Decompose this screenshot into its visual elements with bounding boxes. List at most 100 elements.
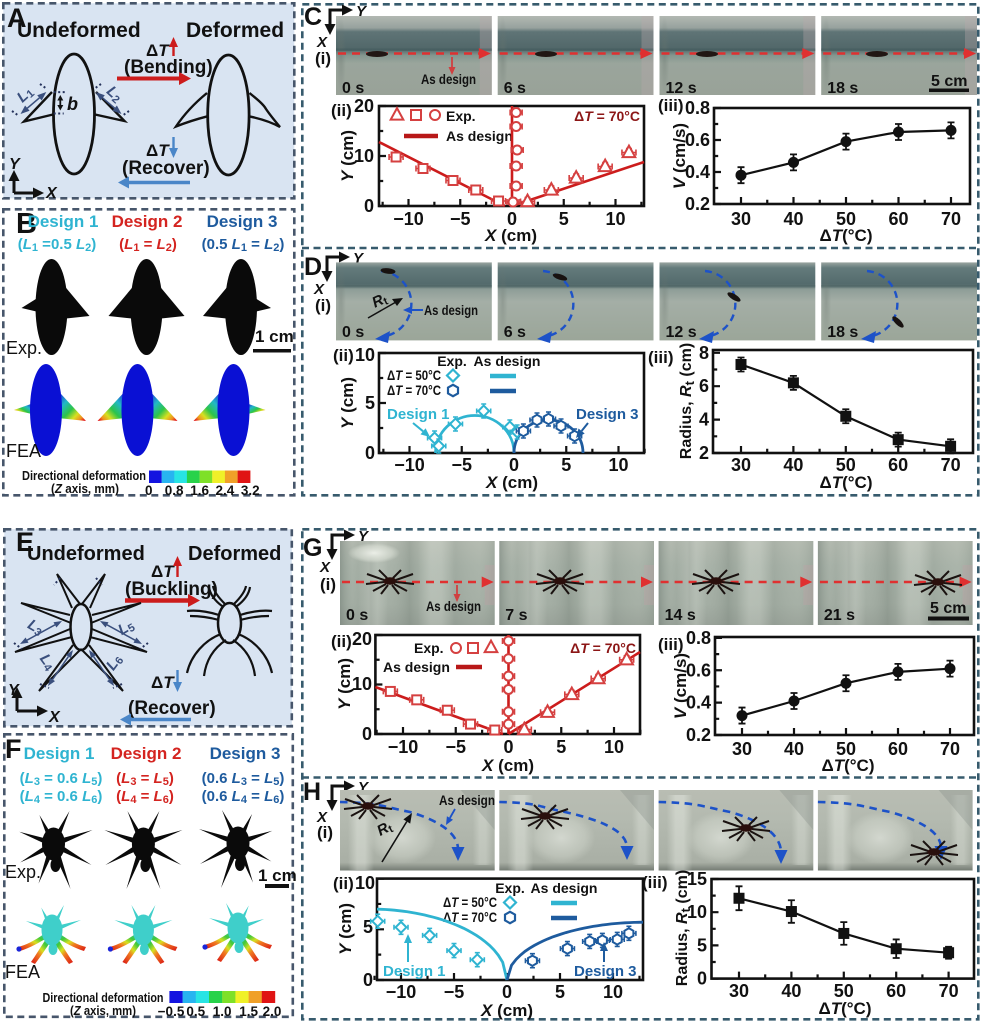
svg-text:Exp.: Exp.: [495, 880, 525, 896]
svg-text:Y: Y: [9, 156, 21, 173]
svg-text:40: 40: [784, 739, 804, 759]
svg-text:1.5: 1.5: [239, 1004, 258, 1019]
svg-text:0.4: 0.4: [686, 693, 711, 713]
svg-text:70: 70: [941, 455, 961, 475]
svg-text:ΔT = 70°C: ΔT = 70°C: [574, 108, 640, 124]
svg-text:Design 1: Design 1: [387, 406, 450, 423]
svg-text:0: 0: [697, 969, 707, 989]
svg-text:5: 5: [561, 455, 571, 475]
svg-text:21 s: 21 s: [824, 607, 855, 624]
svg-text:(ii): (ii): [331, 101, 352, 120]
svg-text:−10: −10: [386, 982, 417, 1002]
svg-text:V (cm/s): V (cm/s): [671, 653, 690, 719]
svg-text:(0.6 L4 = L6): (0.6 L4 = L6): [202, 788, 285, 806]
svg-text:50: 50: [836, 739, 856, 759]
svg-text:ΔT: ΔT: [151, 673, 175, 692]
svg-text:10: 10: [354, 146, 374, 166]
svg-text:1.0: 1.0: [213, 1004, 232, 1019]
svg-text:10: 10: [605, 209, 625, 229]
svg-text:6 s: 6 s: [504, 80, 526, 97]
svg-text:(L4 = 0.6 L6): (L4 = 0.6 L6): [20, 788, 103, 806]
svg-text:18 s: 18 s: [827, 324, 858, 341]
svg-text:X (cm): X (cm): [485, 473, 538, 492]
svg-text:30: 30: [731, 455, 751, 475]
svg-text:Radius, Rt (cm): Radius, Rt (cm): [678, 343, 697, 459]
svg-text:20: 20: [354, 96, 374, 116]
svg-text:−10: −10: [393, 209, 424, 229]
svg-text:0.8: 0.8: [686, 628, 711, 648]
svg-text:Rt: Rt: [374, 818, 396, 841]
svg-text:(Z axis, mm): (Z axis, mm): [51, 481, 119, 496]
svg-text:Y: Y: [358, 528, 370, 545]
svg-text:X: X: [316, 34, 328, 51]
svg-text:ΔT = 70°C: ΔT = 70°C: [570, 640, 636, 656]
svg-text:ΔT: ΔT: [151, 562, 175, 581]
svg-text:Undeformed: Undeformed: [27, 543, 145, 565]
svg-text:0.6: 0.6: [686, 660, 711, 680]
svg-text:0: 0: [507, 209, 517, 229]
svg-text:(iii): (iii): [658, 96, 684, 115]
svg-text:As design: As design: [531, 880, 598, 896]
svg-text:Deformed: Deformed: [188, 543, 281, 565]
svg-text:50: 50: [834, 981, 854, 1001]
svg-text:(i): (i): [315, 49, 331, 68]
svg-text:10: 10: [604, 737, 624, 757]
svg-text:60: 60: [886, 981, 906, 1001]
svg-text:60: 60: [888, 455, 908, 475]
svg-text:Rt: Rt: [369, 290, 390, 313]
svg-text:0.8: 0.8: [685, 98, 710, 118]
svg-text:(Recover): (Recover): [128, 698, 216, 719]
svg-text:(Bending): (Bending): [124, 57, 213, 78]
svg-text:(iii): (iii): [648, 348, 674, 367]
svg-text:0.5: 0.5: [186, 1004, 205, 1019]
svg-text:X (cm): X (cm): [480, 1001, 533, 1020]
svg-text:X: X: [313, 281, 325, 298]
svg-text:0: 0: [363, 970, 373, 990]
svg-text:Design 3: Design 3: [207, 212, 278, 231]
svg-text:D: D: [304, 253, 322, 281]
svg-text:(iii): (iii): [658, 635, 684, 654]
svg-text:ΔT = 70°C: ΔT = 70°C: [387, 383, 441, 398]
svg-text:−5: −5: [444, 982, 465, 1002]
svg-text:FEA: FEA: [5, 962, 40, 982]
svg-text:3.2: 3.2: [241, 483, 260, 498]
svg-text:5 cm: 5 cm: [931, 73, 967, 90]
svg-text:Exp.: Exp.: [446, 108, 476, 124]
svg-text:ΔT = 70°C: ΔT = 70°C: [443, 910, 497, 925]
svg-text:(ii): (ii): [333, 874, 354, 893]
svg-text:1.6: 1.6: [190, 483, 209, 498]
svg-text:X (cm): X (cm): [484, 226, 537, 245]
svg-text:−10: −10: [394, 455, 425, 475]
svg-text:−5: −5: [450, 209, 471, 229]
svg-text:(i): (i): [317, 823, 333, 842]
svg-text:5: 5: [559, 209, 569, 229]
svg-text:Y: Y: [356, 3, 368, 20]
svg-text:B: B: [16, 208, 37, 240]
svg-text:60: 60: [888, 209, 908, 229]
svg-text:Exp.: Exp.: [6, 338, 42, 358]
svg-text:(ii): (ii): [333, 346, 354, 365]
svg-text:Directional deformation: Directional deformation: [22, 468, 146, 483]
svg-text:C: C: [304, 3, 322, 31]
svg-text:b: b: [67, 94, 78, 114]
svg-text:−5: −5: [445, 737, 466, 757]
svg-text:4: 4: [699, 410, 709, 430]
svg-text:Design 3: Design 3: [576, 406, 639, 423]
svg-text:As design: As design: [426, 599, 481, 614]
svg-text:ΔT = 50°C: ΔT = 50°C: [443, 895, 497, 910]
svg-text:0: 0: [362, 724, 372, 744]
svg-text:(0.6 L3 = L5): (0.6 L3 = L5): [202, 770, 285, 788]
svg-text:F: F: [5, 734, 22, 764]
svg-text:(iii): (iii): [642, 873, 668, 892]
svg-text:30: 30: [729, 981, 749, 1001]
svg-text:5: 5: [363, 917, 373, 937]
svg-text:40: 40: [783, 455, 803, 475]
svg-text:1 cm: 1 cm: [258, 866, 297, 885]
svg-text:(ii): (ii): [331, 632, 352, 651]
svg-text:0: 0: [502, 982, 512, 1002]
svg-text:5: 5: [556, 737, 566, 757]
svg-text:V (cm/s): V (cm/s): [670, 123, 689, 189]
svg-text:10: 10: [603, 982, 623, 1002]
svg-text:As design: As design: [424, 303, 478, 318]
svg-text:X: X: [316, 809, 328, 826]
